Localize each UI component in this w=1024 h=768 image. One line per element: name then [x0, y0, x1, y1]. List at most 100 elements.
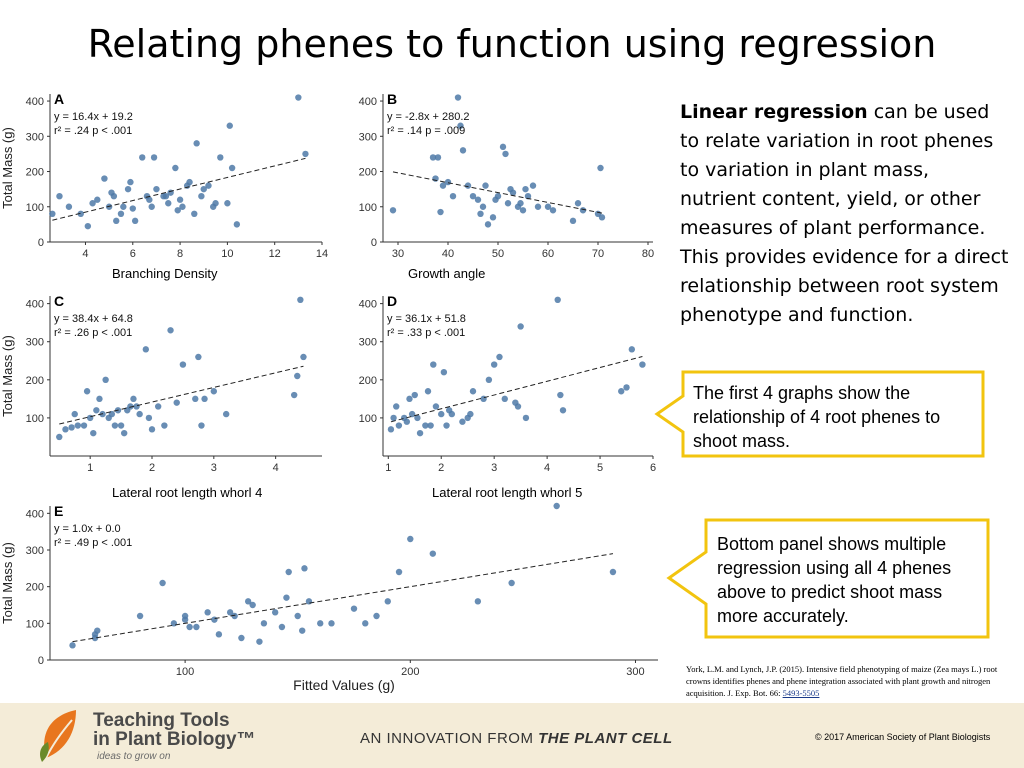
data-point-e-19 [256, 638, 263, 645]
x-tick-label-c: 3 [211, 462, 217, 474]
regression-equation-c: y = 38.4x + 64.8 [54, 313, 133, 325]
data-point-a-22 [150, 154, 158, 161]
data-point-d-16 [438, 410, 445, 418]
x-tick-label-e: 300 [626, 666, 644, 678]
data-point-b-16 [482, 182, 489, 189]
y-tick-label-c: 300 [26, 337, 44, 349]
data-point-d-21 [459, 418, 466, 425]
data-point-a-1 [56, 192, 63, 200]
y-tick-label-b: 200 [359, 167, 377, 179]
data-point-b-6 [444, 178, 452, 186]
data-point-c-20 [127, 403, 134, 410]
copyright: © 2017 American Society of Plant Biologi… [815, 732, 991, 742]
x-tick-label-d: 2 [438, 462, 444, 474]
data-point-c-4 [74, 422, 82, 429]
y-axis-title-a: Total Mass (g) [0, 127, 15, 209]
x-tick-label-d: 6 [650, 462, 656, 474]
data-point-a-34 [191, 210, 198, 218]
y-tick-label-b: 0 [371, 237, 377, 249]
description-rest: can be used to relate variation in root … [680, 101, 1009, 326]
data-point-b-33 [544, 203, 552, 210]
x-tick-label-a: 4 [82, 248, 88, 260]
y-tick-label-c: 100 [26, 413, 44, 425]
data-point-c-25 [145, 414, 153, 422]
data-point-b-15 [479, 203, 487, 210]
data-point-d-2 [393, 403, 400, 410]
x-tick-label-a: 14 [316, 248, 328, 260]
data-point-e-34 [384, 598, 391, 605]
data-point-b-37 [579, 207, 587, 214]
data-point-c-2 [68, 424, 75, 431]
regression-stats-b: r² = .14 p = .009 [387, 125, 465, 137]
data-point-b-12 [469, 192, 477, 200]
panel-label-d: D [387, 293, 397, 309]
data-point-c-39 [294, 372, 301, 380]
data-point-d-8 [411, 391, 418, 399]
panel-label-a: A [54, 91, 64, 107]
data-point-d-1 [390, 414, 397, 422]
data-point-a-46 [295, 94, 302, 101]
callout-2-text: Bottom panel shows multiple regression u… [717, 534, 952, 626]
data-point-e-38 [474, 598, 482, 605]
data-point-e-14 [226, 609, 234, 616]
x-tick-label-b: 30 [392, 248, 404, 260]
x-tick-label-b: 60 [542, 248, 554, 260]
x-tick-label-a: 6 [130, 248, 136, 260]
data-point-e-9 [186, 623, 193, 631]
data-point-e-35 [395, 568, 403, 576]
y-tick-label-d: 100 [359, 413, 377, 425]
data-point-d-35 [557, 391, 564, 399]
x-tick-label-c: 1 [87, 462, 93, 474]
data-point-c-37 [222, 410, 230, 418]
data-point-b-20 [494, 192, 502, 200]
data-point-c-14 [108, 410, 116, 418]
x-tick-label-e: 100 [176, 666, 194, 678]
data-point-c-0 [56, 433, 63, 441]
scatter-panel-c: 100 200 300 400 1 2 3 4 Total Mass (g) Cy = 38.4x… [0, 293, 322, 474]
data-point-e-40 [553, 502, 560, 510]
data-point-c-21 [130, 395, 137, 403]
data-point-b-29 [522, 185, 529, 193]
regression-stats-d: r² = .33 p < .001 [387, 327, 465, 339]
y-tick-label-c: 200 [26, 375, 44, 387]
data-point-d-3 [395, 422, 403, 429]
data-point-b-35 [569, 217, 577, 225]
citation-link[interactable]: 5493-5505 [782, 688, 820, 698]
regression-stats-e: r² = .49 p < .001 [54, 537, 132, 549]
x-tick-label-a: 8 [177, 248, 183, 260]
data-point-e-4 [136, 612, 144, 620]
data-point-b-14 [477, 210, 484, 218]
scatter-panel-a: 0 100 200 300 400 4 6 8 10 12 14 Total Mass (g) Ay =… [0, 91, 328, 260]
data-point-e-13 [215, 631, 223, 638]
data-point-c-24 [142, 346, 150, 353]
data-point-b-1 [429, 154, 437, 161]
data-point-c-17 [117, 422, 125, 429]
panel-label-b: B [387, 91, 397, 107]
data-point-e-21 [271, 609, 279, 616]
data-point-b-2 [432, 175, 439, 182]
x-tick-label-d: 1 [385, 462, 391, 474]
data-point-b-25 [509, 189, 517, 196]
y-tick-label-b: 400 [359, 96, 377, 108]
scatter-panel-b: 0 100 200 300 400 30 40 50 60 70 80 By = -2.8x + 28… [359, 91, 654, 260]
data-point-a-45 [233, 221, 241, 228]
data-point-d-34 [554, 296, 561, 304]
data-point-a-47 [302, 150, 309, 158]
data-point-c-5 [80, 422, 88, 429]
data-point-e-30 [328, 620, 335, 627]
data-point-c-35 [201, 395, 208, 403]
data-point-e-36 [407, 535, 414, 543]
regression-line-b [392, 171, 603, 214]
data-point-a-17 [131, 217, 139, 225]
data-point-c-15 [111, 422, 119, 429]
x-tick-label-b: 80 [642, 248, 654, 260]
data-point-b-34 [549, 207, 557, 214]
data-point-d-33 [522, 414, 530, 422]
data-point-a-14 [124, 185, 132, 193]
y-tick-label-d: 400 [359, 299, 377, 311]
data-point-c-38 [290, 391, 298, 399]
data-point-e-29 [317, 620, 324, 627]
data-point-d-11 [422, 422, 429, 429]
data-point-d-12 [424, 388, 432, 395]
regression-equation-a: y = 16.4x + 19.2 [54, 111, 133, 123]
